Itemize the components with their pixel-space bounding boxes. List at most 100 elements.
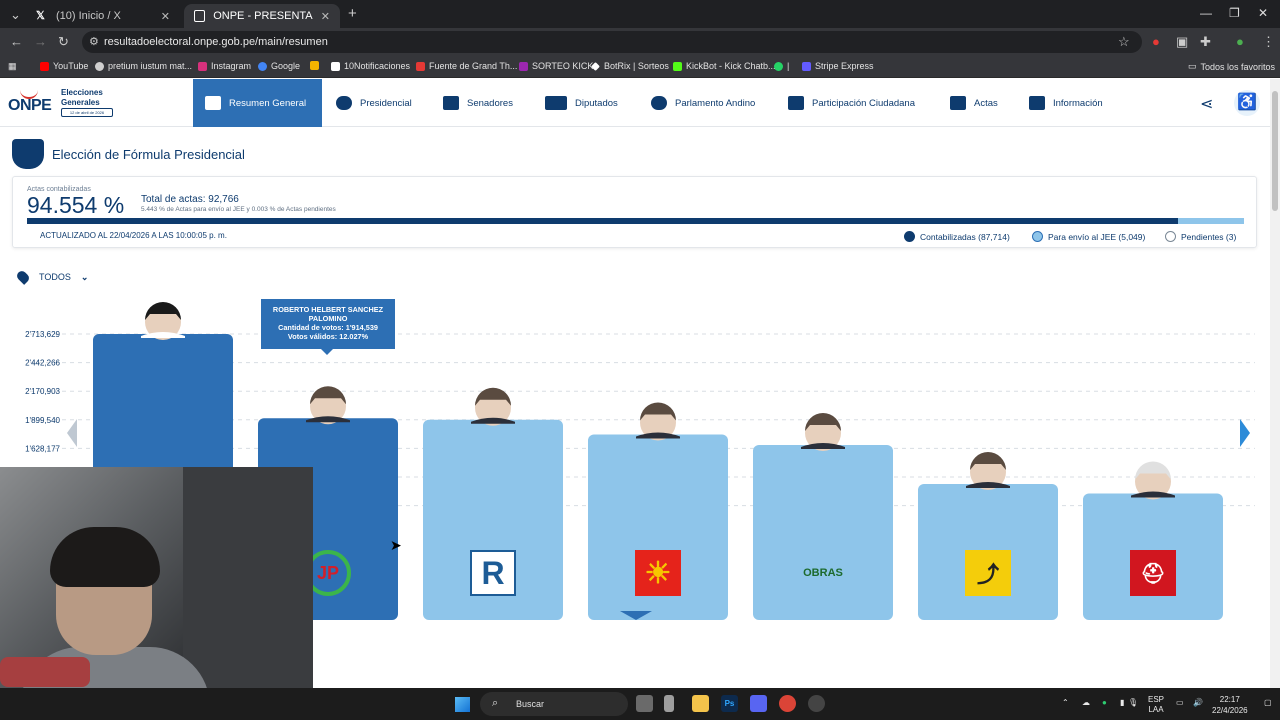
- chrome-icon[interactable]: [779, 695, 796, 712]
- nav-informacion[interactable]: Información: [1029, 79, 1103, 127]
- candidate-bar[interactable]: [423, 419, 563, 620]
- extension-icon[interactable]: ▣: [1176, 34, 1189, 49]
- bookmark-10notificaciones[interactable]: 10Notificaciones: [331, 61, 410, 71]
- bookmark-label: SORTEO KICK: [532, 61, 594, 71]
- party-logo-obras[interactable]: OBRAS: [803, 567, 843, 579]
- actas-label: Actas contabilizadas: [27, 186, 91, 193]
- candidate-suit: [141, 332, 185, 338]
- close-window-icon[interactable]: ✕: [1258, 6, 1269, 20]
- candidate-hair: [640, 402, 676, 421]
- nav-parlamento-andino[interactable]: Parlamento Andino: [651, 79, 755, 127]
- taskbar-search[interactable]: ⌕ Buscar: [480, 692, 628, 716]
- bookmark-label: Fuente de Grand Th...: [429, 61, 518, 71]
- tab-x[interactable]: 𝕏 (10) Inicio / X ✕: [26, 4, 180, 28]
- clock[interactable]: 22:17 22/4/2026: [1212, 694, 1248, 716]
- bookmark-youtube[interactable]: YouTube: [40, 61, 88, 71]
- legend-label: Pendientes (3): [1181, 231, 1237, 242]
- site-info-icon[interactable]: ⚙: [89, 36, 99, 48]
- bookmark-extension[interactable]: [310, 61, 319, 70]
- extension-icon[interactable]: ●: [1152, 34, 1160, 49]
- onedrive-icon[interactable]: ☁: [1082, 698, 1090, 707]
- nav-participacion[interactable]: Participación Ciudadana: [788, 79, 915, 127]
- file-icon[interactable]: [664, 695, 674, 712]
- bookmark-google[interactable]: Google: [258, 61, 300, 71]
- globe-icon: [95, 61, 104, 71]
- legend-pendientes: Pendientes (3): [1165, 231, 1236, 242]
- tab-close-icon[interactable]: ✕: [320, 10, 330, 23]
- file-explorer-icon[interactable]: [692, 695, 709, 712]
- bookmarks-bar: ▦ YouTube pretium iustum mat... Instagra…: [0, 56, 1280, 78]
- party-logo-sun[interactable]: ☀: [635, 550, 681, 596]
- network-icon[interactable]: ▭: [1176, 698, 1184, 707]
- nav-resumen-general[interactable]: Resumen General: [193, 79, 322, 127]
- party-logo-helmet[interactable]: ⛑: [1130, 550, 1176, 596]
- y-tick-label: 1'628,177: [25, 444, 60, 453]
- party-logo-r[interactable]: R: [470, 550, 516, 596]
- language-indicator[interactable]: ESP LAA: [1148, 695, 1164, 715]
- windows-start-icon[interactable]: [455, 697, 470, 712]
- onpe-logo[interactable]: ONPE: [8, 97, 52, 114]
- chart-next-arrow[interactable]: [1240, 419, 1250, 447]
- notifications-icon[interactable]: ▢: [1264, 698, 1272, 707]
- chart-pager-indicator[interactable]: [620, 611, 652, 620]
- volume-icon[interactable]: 🔊: [1193, 698, 1203, 707]
- nav-senadores[interactable]: Senadores: [443, 79, 513, 127]
- chart-prev-arrow[interactable]: [67, 419, 77, 447]
- reload-icon[interactable]: ↻: [58, 34, 69, 49]
- nav-actas[interactable]: Actas: [950, 79, 998, 127]
- candidate-suit: [306, 416, 350, 423]
- region-filter[interactable]: TODOS ⌄: [15, 269, 88, 285]
- x-logo-icon: 𝕏: [36, 10, 45, 22]
- candidate-bar[interactable]: [588, 434, 728, 620]
- bookmark-gta[interactable]: Fuente de Grand Th...: [416, 61, 517, 71]
- bookmark-star-icon[interactable]: ☆: [1118, 34, 1130, 49]
- usb-icon[interactable]: ▮: [1120, 698, 1125, 707]
- task-view-icon[interactable]: [636, 695, 653, 712]
- tab-search-icon[interactable]: ⌄: [10, 7, 21, 22]
- back-icon[interactable]: ←: [10, 34, 23, 49]
- obs-icon[interactable]: [808, 695, 825, 712]
- bookmark-label: YouTube: [53, 61, 89, 71]
- tab-close-icon[interactable]: ✕: [160, 10, 170, 23]
- bookmark-kickbot[interactable]: KickBot - Kick Chatb...: [673, 61, 776, 71]
- nav-diputados[interactable]: Diputados: [545, 79, 618, 127]
- onpe-logo-mark-icon: [20, 87, 38, 99]
- photoshop-icon[interactable]: Ps: [721, 695, 738, 712]
- clock-time: 22:17: [1219, 695, 1240, 704]
- nav-label: Actas: [974, 97, 998, 109]
- tray-chevron-icon[interactable]: ⌃: [1062, 698, 1069, 707]
- party-logo-road[interactable]: ⤴: [965, 550, 1011, 596]
- address-bar[interactable]: ⚙ resultadoelectoral.onpe.gob.pe/main/re…: [82, 31, 1142, 53]
- new-tab-button[interactable]: +: [348, 5, 357, 22]
- page-scrollbar[interactable]: [1270, 79, 1280, 688]
- extensions-puzzle-icon[interactable]: ✚: [1200, 34, 1211, 49]
- tab-onpe[interactable]: ONPE - PRESENTACIÓN DE RE ✕: [184, 4, 340, 28]
- forward-icon[interactable]: →: [34, 34, 47, 49]
- defender-icon[interactable]: ●: [1102, 698, 1107, 707]
- apps-grid-icon[interactable]: ▦: [8, 61, 17, 71]
- profile-avatar-icon[interactable]: ●: [1236, 34, 1244, 49]
- bookmark-botrix[interactable]: BotRix | Sorteos: [591, 61, 669, 71]
- all-favorites[interactable]: ▭ Todos los favoritos: [1188, 61, 1275, 72]
- actas-progress-bar: [27, 218, 1244, 224]
- restore-icon[interactable]: ❐: [1229, 6, 1240, 20]
- scroll-thumb[interactable]: [1272, 91, 1278, 211]
- bookmark-sorteo-kick[interactable]: SORTEO KICK: [519, 61, 593, 71]
- nav-presidencial[interactable]: Presidencial: [336, 79, 412, 127]
- candidate-bar[interactable]: [753, 445, 893, 620]
- progress-counted: [27, 218, 1178, 224]
- candidate-tooltip: ROBERTO HELBERT SANCHEZ PALOMINO Cantida…: [261, 299, 395, 355]
- discord-icon[interactable]: [750, 695, 767, 712]
- share-icon[interactable]: ⋖: [1200, 96, 1214, 113]
- candidate-suit: [801, 443, 845, 450]
- microphone-icon[interactable]: 🎙: [1128, 698, 1139, 707]
- accessibility-icon[interactable]: ♿: [1234, 90, 1260, 116]
- congress-building-icon: [545, 96, 567, 110]
- menu-kebab-icon[interactable]: ⋮: [1262, 34, 1275, 49]
- bookmark-instagram[interactable]: Instagram: [198, 61, 251, 71]
- bookmark-stripe[interactable]: Stripe Express: [802, 61, 874, 71]
- y-tick-label: 2'442,266: [25, 359, 60, 368]
- minimize-icon[interactable]: —: [1200, 6, 1212, 20]
- bookmark-whatsapp[interactable]: |: [774, 61, 789, 71]
- bookmark-pretium[interactable]: pretium iustum mat...: [95, 61, 192, 71]
